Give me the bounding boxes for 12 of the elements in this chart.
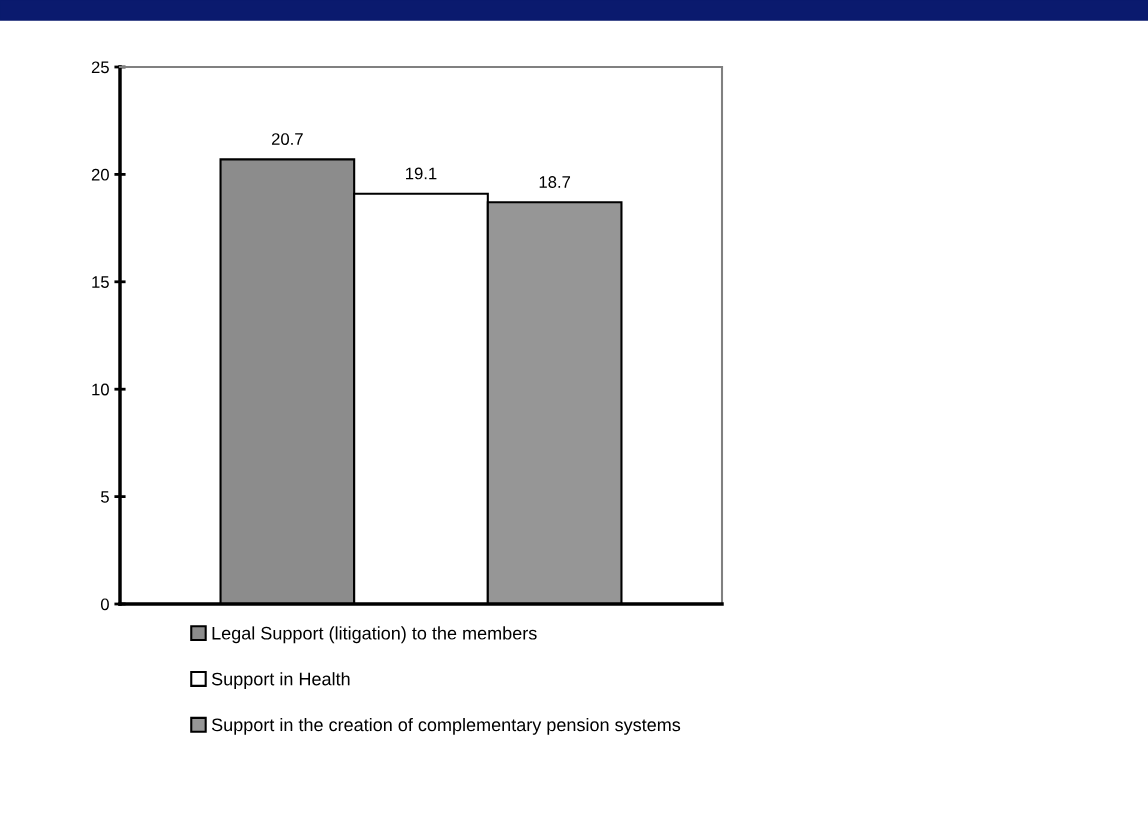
legend-label: Support in the creation of complementary pension systems xyxy=(211,717,681,735)
data-label: 19.1 xyxy=(406,167,437,180)
legend-label: Support in Health xyxy=(211,672,350,689)
y-tick-label: 25 xyxy=(91,61,109,74)
data-label: 18.7 xyxy=(539,176,571,188)
y-tick-label: 15 xyxy=(92,276,109,288)
y-tick-label: 0 xyxy=(100,598,109,611)
data-label: 20.7 xyxy=(271,133,303,145)
legend-label: Legal Support (litigation) to the members xyxy=(212,626,537,644)
y-tick-label: 20 xyxy=(91,168,109,181)
y-tick-label: 5 xyxy=(100,491,109,503)
y-tick-label: 10 xyxy=(92,383,109,396)
